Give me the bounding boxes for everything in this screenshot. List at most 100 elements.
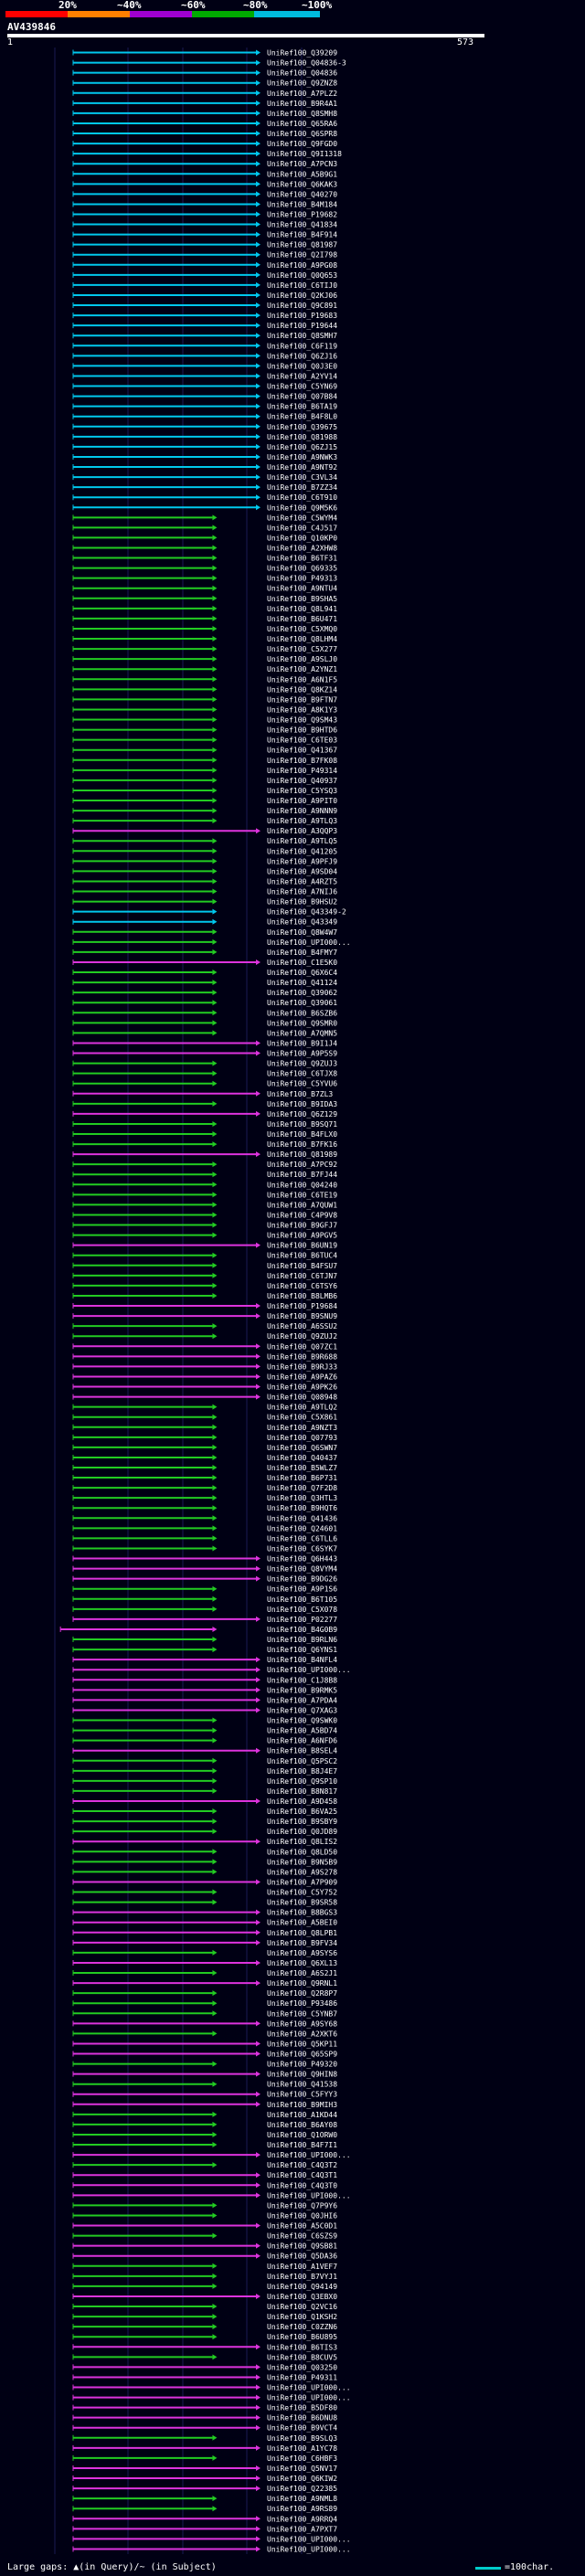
hit-end-arrow	[256, 333, 261, 339]
hit-end-arrow	[212, 1505, 218, 1511]
hit-end-arrow	[212, 757, 218, 763]
hit-label: UniRef100_C3VL34	[267, 473, 337, 482]
hit-end-arrow	[212, 938, 218, 945]
hit-label: UniRef100_Q8LPB1	[267, 1929, 337, 1937]
hit-end-arrow	[212, 1192, 218, 1198]
hit-end-arrow	[212, 2142, 218, 2148]
hit-end-arrow	[256, 2041, 261, 2047]
hit-end-arrow	[212, 1080, 218, 1087]
hit-label: UniRef100_Q9SP10	[267, 1777, 337, 1786]
hit-end-arrow	[212, 1525, 218, 1532]
hit-label: UniRef100_C4J517	[267, 524, 337, 532]
hit-end-arrow	[256, 1373, 261, 1380]
hit-end-arrow	[256, 302, 261, 309]
hit-end-arrow	[212, 615, 218, 621]
scale-legend-label: =100char.	[505, 2562, 555, 2572]
hit-end-arrow	[256, 1879, 261, 1885]
hit-label: UniRef100_Q81988	[267, 433, 337, 441]
hit-label: UniRef100_B6AY08	[267, 2121, 337, 2129]
hit-end-arrow	[256, 1383, 261, 1390]
hit-label: UniRef100_C5YSQ3	[267, 787, 337, 795]
hit-end-arrow	[212, 2496, 218, 2502]
hit-end-arrow	[212, 928, 218, 935]
hit-end-arrow	[212, 858, 218, 864]
hit-end-arrow	[212, 1404, 218, 1410]
hit-end-arrow	[212, 980, 218, 986]
hit-end-arrow	[212, 555, 218, 561]
hit-label: UniRef100_A2YV14	[267, 372, 337, 380]
hit-end-arrow	[212, 535, 218, 541]
hit-end-arrow	[256, 90, 261, 96]
hit-end-arrow	[256, 2344, 261, 2350]
hit-label: UniRef100_Q3HTL3	[267, 1494, 337, 1502]
hit-label: UniRef100_A2XKT6	[267, 2030, 337, 2038]
hit-end-arrow	[212, 636, 218, 642]
hit-end-arrow	[212, 2010, 218, 2017]
hit-end-arrow	[256, 2424, 261, 2431]
hit-label: UniRef100_Q8VYM4	[267, 1565, 337, 1574]
hit-label: UniRef100_B6TA19	[267, 403, 337, 411]
hit-label: UniRef100_C6SZS9	[267, 2232, 337, 2241]
hit-label: UniRef100_B6TIS3	[267, 2343, 337, 2351]
hit-end-arrow	[212, 970, 218, 976]
hit-end-arrow	[256, 1747, 261, 1754]
hit-end-arrow	[212, 990, 218, 996]
identity-tick-60: ~60%	[181, 0, 206, 11]
hit-end-arrow	[212, 565, 218, 571]
hit-end-arrow	[212, 666, 218, 673]
hit-end-arrow	[212, 706, 218, 713]
hit-label: UniRef100_B9SR58	[267, 1899, 337, 1907]
hit-end-arrow	[256, 1343, 261, 1350]
hit-label: UniRef100_UPI000...	[267, 2394, 351, 2402]
hit-end-arrow	[256, 393, 261, 399]
hit-label: UniRef100_P19644	[267, 322, 337, 330]
hit-label: UniRef100_A9SD04	[267, 867, 337, 875]
hit-end-arrow	[256, 1959, 261, 1966]
hit-label: UniRef100_UPI000...	[267, 938, 351, 947]
hit-label: UniRef100_C6SYK7	[267, 1544, 337, 1553]
hit-label: UniRef100_B9MIH3	[267, 2101, 337, 2109]
hit-end-arrow	[256, 2526, 261, 2532]
hit-label: UniRef100_Q22385	[267, 2485, 337, 2493]
hit-label: UniRef100_UPI000...	[267, 2151, 351, 2159]
hit-end-arrow	[212, 696, 218, 703]
hit-label: UniRef100_Q40437	[267, 1454, 337, 1462]
hit-end-arrow	[256, 363, 261, 369]
hit-end-arrow	[256, 1616, 261, 1622]
hit-end-arrow	[212, 1282, 218, 1288]
hit-label: UniRef100_A7QMN5	[267, 1029, 337, 1037]
hit-label: UniRef100_B6TUC4	[267, 1252, 337, 1260]
hit-label: UniRef100_Q7XAG3	[267, 1706, 337, 1714]
hit-end-arrow	[212, 1767, 218, 1774]
hit-label: UniRef100_A7PXT7	[267, 2525, 337, 2533]
hit-label: UniRef100_B6DNU8	[267, 2414, 337, 2422]
hit-end-arrow	[212, 908, 218, 915]
hit-label: UniRef100_C1J8B8	[267, 1676, 337, 1684]
hit-end-arrow	[256, 343, 261, 349]
hit-label: UniRef100_C5YN69	[267, 383, 337, 391]
hit-label: UniRef100_A7PLZ2	[267, 90, 337, 98]
hit-end-arrow	[212, 1869, 218, 1875]
hit-end-arrow	[212, 1464, 218, 1470]
hit-end-arrow	[212, 1495, 218, 1501]
hit-label: UniRef100_Q7F2D8	[267, 1484, 337, 1492]
hit-end-arrow	[256, 2192, 261, 2199]
hit-label: UniRef100_Q04836-3	[267, 59, 346, 68]
hit-label: UniRef100_B6P731	[267, 1474, 337, 1482]
hit-end-arrow	[256, 1040, 261, 1046]
hit-end-arrow	[212, 1606, 218, 1612]
hit-end-arrow	[212, 2111, 218, 2117]
hit-end-arrow	[212, 1970, 218, 1977]
hit-label: UniRef100_Q65RA6	[267, 120, 337, 128]
identity-band-20	[5, 11, 68, 17]
hit-end-arrow	[212, 798, 218, 804]
hit-end-arrow	[256, 403, 261, 409]
hit-end-arrow	[212, 1131, 218, 1138]
hit-end-arrow	[256, 1797, 261, 1804]
hit-end-arrow	[212, 1637, 218, 1643]
hit-label: UniRef100_Q0JD89	[267, 1828, 337, 1836]
hit-end-arrow	[212, 716, 218, 723]
hit-label: UniRef100_A5BD74	[267, 1727, 337, 1735]
hit-end-arrow	[256, 484, 261, 491]
hit-label: UniRef100_Q9SM43	[267, 716, 337, 725]
